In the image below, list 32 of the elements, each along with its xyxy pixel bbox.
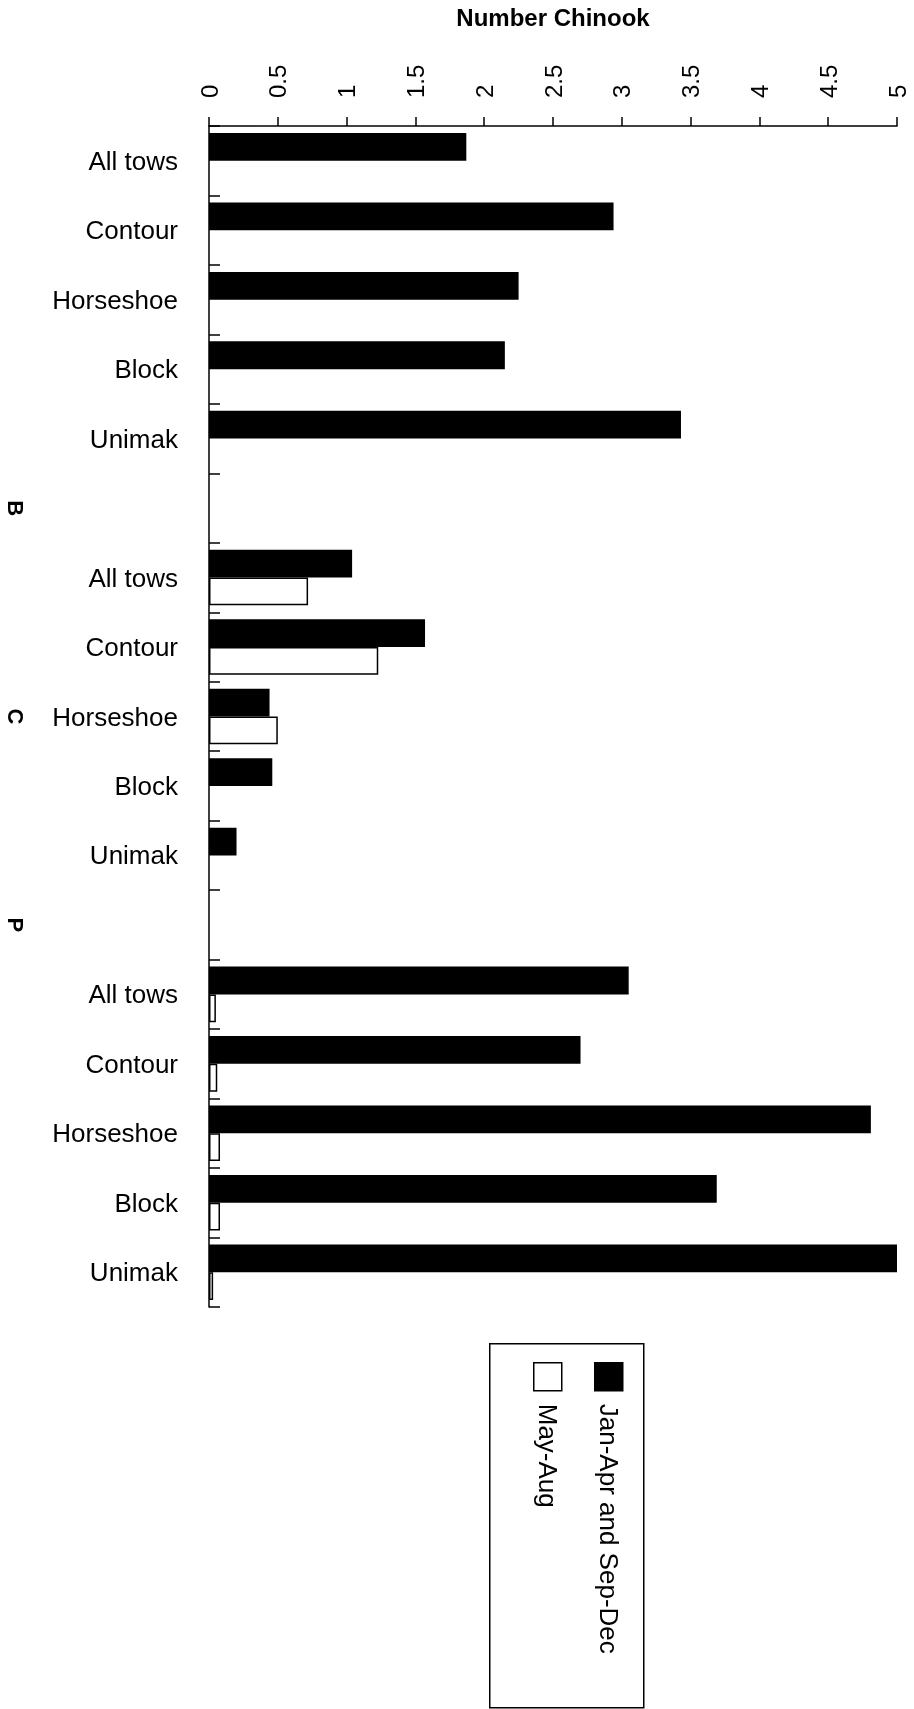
x-tick-label: 3.5 (677, 64, 705, 98)
x-tick-label: 0 (195, 84, 223, 98)
x-tick-label: 0.5 (264, 64, 292, 98)
x-tick-label: 4 (745, 84, 773, 98)
y-tick-label: Block (114, 770, 179, 801)
x-tick-label: 4.5 (814, 64, 842, 98)
legend-label: May-Aug (532, 1403, 563, 1508)
x-tick-label: 3 (608, 84, 636, 98)
legend-label: Jan-Apr and Sep-Dec (593, 1403, 624, 1654)
y-tick-label: All tows (88, 145, 178, 176)
x-tick-label: 1.5 (401, 64, 429, 98)
y-tick-label: Block (114, 354, 179, 385)
y-tick-label: Unimak (89, 423, 179, 454)
x-tick-label: 5 (883, 84, 911, 98)
y-tick-label: Contour (85, 215, 179, 246)
y2-tick-label: B (2, 500, 28, 517)
y-tick-label: Contour (85, 1048, 179, 1079)
y-tick-label: Contour (85, 632, 179, 663)
x-tick-label: 2.5 (539, 64, 567, 98)
y-tick-label: Horseshoe (52, 1118, 178, 1149)
y2-tick-label: C (2, 708, 28, 725)
x-tick-label: 1 (333, 84, 361, 98)
y-tick-label: Horseshoe (52, 284, 178, 315)
y-tick-label: Block (114, 1187, 179, 1218)
y-tick-label: All tows (88, 562, 178, 593)
y2-tick-label: P (2, 917, 28, 933)
y-tick-label: Horseshoe (52, 701, 178, 732)
x-tick-label: 2 (470, 84, 498, 98)
y-tick-label: Unimak (89, 840, 179, 871)
y-tick-label: Unimak (89, 1257, 179, 1288)
y-tick-label: All tows (88, 979, 178, 1010)
x-axis-title: Number Chinook (456, 3, 651, 31)
